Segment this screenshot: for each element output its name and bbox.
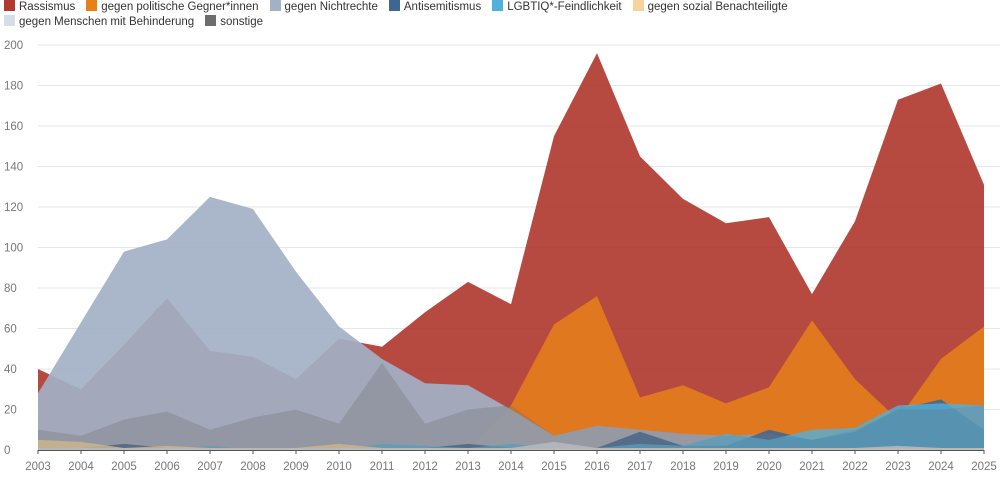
legend-label: sonstige xyxy=(220,16,264,28)
legend-label: gegen politische Gegner*innen xyxy=(101,1,259,13)
y-tick-label: 140 xyxy=(4,162,23,174)
y-tick-label: 180 xyxy=(4,81,23,93)
y-tick-label: 20 xyxy=(4,405,17,417)
x-tick-label: 2014 xyxy=(498,461,524,473)
y-tick-label: 60 xyxy=(4,324,17,336)
y-tick-label: 80 xyxy=(4,283,17,295)
legend-swatch xyxy=(4,15,15,26)
x-tick-label: 2013 xyxy=(455,461,481,473)
x-tick-label: 2017 xyxy=(627,461,653,473)
y-tick-label: 40 xyxy=(4,364,17,376)
y-tick-label: 200 xyxy=(4,40,23,52)
area-series-sonstige xyxy=(38,362,984,450)
legend-swatch xyxy=(632,0,644,11)
area-series-lgbtiq-feindlichkeit xyxy=(38,403,984,450)
x-tick-label: 2006 xyxy=(154,461,180,473)
x-tick-label: 2024 xyxy=(928,461,954,473)
y-tick-label: 100 xyxy=(4,243,23,255)
area-series-rassismus xyxy=(38,53,984,450)
y-tick-label: 160 xyxy=(4,121,23,133)
x-tick-label: 2023 xyxy=(885,461,911,473)
x-tick-label: 2015 xyxy=(541,461,567,473)
x-tick-label: 2025 xyxy=(971,461,997,473)
area-series-gegen-politische-gegner-innen xyxy=(38,296,984,450)
legend-item[interactable]: sonstige xyxy=(205,15,263,30)
x-tick-label: 2019 xyxy=(713,461,739,473)
x-tick-label: 2021 xyxy=(799,461,825,473)
x-tick-label: 2003 xyxy=(25,461,51,473)
x-tick-label: 2018 xyxy=(670,461,696,473)
x-tick-label: 2004 xyxy=(68,461,94,473)
x-tick-label: 2010 xyxy=(326,461,352,473)
x-tick-label: 2005 xyxy=(111,461,137,473)
chart-legend: Rassismus gegen politische Gegner*innen ge… xyxy=(4,0,994,30)
legend-swatch xyxy=(205,15,217,26)
y-tick-label: 0 xyxy=(4,445,10,457)
legend-swatch xyxy=(492,0,504,11)
area-series-gegen-nichtrechte xyxy=(38,196,984,450)
legend-item[interactable]: gegen politische Gegner*innen xyxy=(86,0,259,15)
legend-item[interactable]: Rassismus xyxy=(4,0,75,15)
legend-swatch xyxy=(4,0,15,11)
x-tick-label: 2022 xyxy=(842,461,868,473)
legend-swatch xyxy=(269,0,281,11)
x-tick-label: 2020 xyxy=(756,461,782,473)
legend-item[interactable]: gegen Nichtrechte xyxy=(269,0,378,15)
legend-label: Rassismus xyxy=(19,1,76,13)
x-tick-label: 2007 xyxy=(197,461,223,473)
x-tick-label: 2009 xyxy=(283,461,309,473)
legend-swatch xyxy=(388,0,400,11)
x-tick-label: 2011 xyxy=(370,461,395,473)
area-series-gegen-menschen-mit-behinderung xyxy=(38,441,984,450)
legend-label: Antisemitismus xyxy=(403,1,482,13)
x-tick-label: 2008 xyxy=(240,461,266,473)
legend-item[interactable]: Antisemitismus xyxy=(388,0,482,15)
legend-item[interactable]: gegen sozial Benachteiligte xyxy=(632,0,788,15)
legend-item[interactable]: gegen Menschen mit Behinderung xyxy=(4,15,194,30)
legend-label: gegen sozial Benachteiligte xyxy=(647,1,788,13)
legend-label: gegen Nichtrechte xyxy=(284,1,378,13)
legend-label: gegen Menschen mit Behinderung xyxy=(19,16,195,28)
legend-label: LGBTIQ*-Feindlichkeit xyxy=(507,1,622,13)
x-tick-label: 2016 xyxy=(584,461,610,473)
legend-item[interactable]: LGBTIQ*-Feindlichkeit xyxy=(492,0,622,15)
legend-swatch xyxy=(86,0,98,11)
y-tick-label: 120 xyxy=(4,202,23,214)
x-tick-label: 2012 xyxy=(412,461,438,473)
